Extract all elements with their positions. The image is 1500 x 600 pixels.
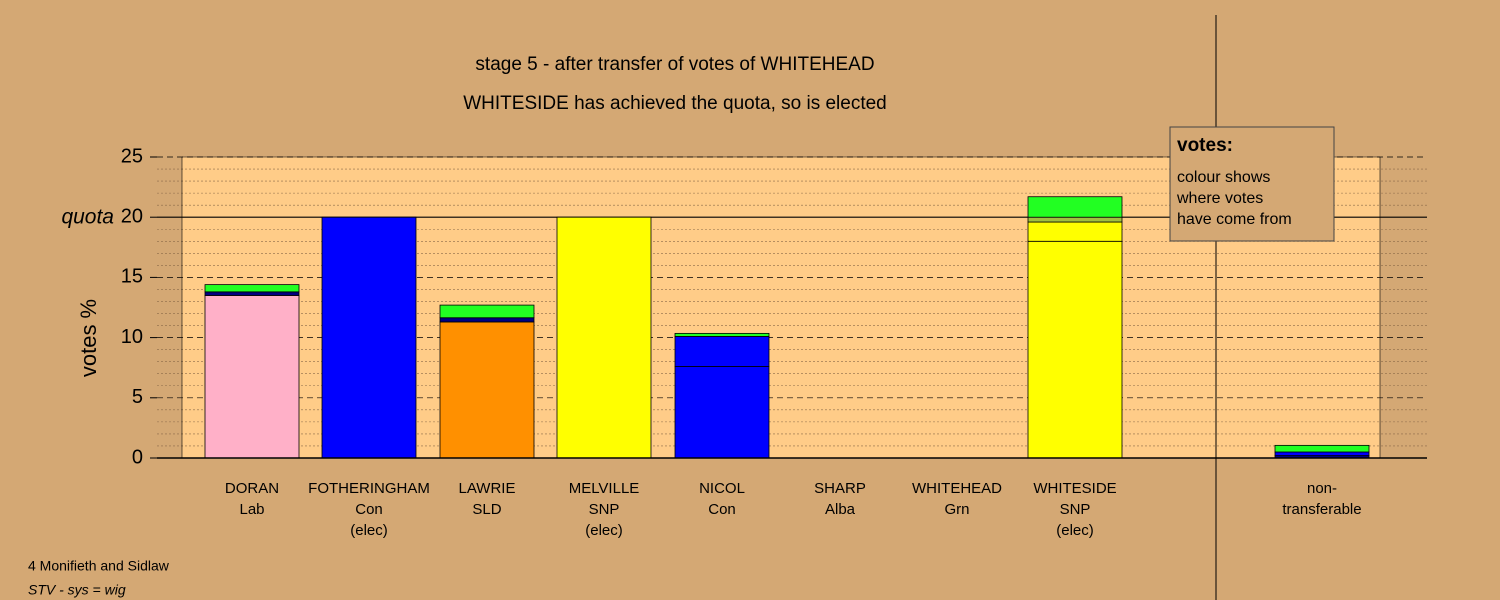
x-tick-label: (elec) [1056, 522, 1094, 539]
bar-segment [556, 216, 652, 459]
x-tick-label: non- [1307, 480, 1337, 497]
bar-segment [439, 304, 535, 319]
bar-segment [204, 291, 300, 296]
bar-segment [321, 216, 417, 459]
x-tick-label: Alba [825, 501, 856, 518]
legend-text: have come from [1177, 211, 1292, 228]
x-tick-label: Lab [239, 501, 264, 518]
x-tick-label: SLD [472, 501, 501, 518]
bar-segment [1027, 221, 1123, 242]
legend-title: votes: [1177, 135, 1233, 156]
x-tick-label: MELVILLE [569, 480, 640, 497]
bar-segment [1274, 451, 1370, 456]
x-tick-label: Con [355, 501, 383, 518]
x-tick-label: NICOL [699, 480, 745, 497]
bar-segment [674, 332, 770, 337]
bar-segment [204, 284, 300, 293]
x-tick-label: SNP [1060, 501, 1091, 518]
bar-segment [1027, 240, 1123, 459]
bar-segment [439, 317, 535, 323]
x-tick-label: WHITESIDE [1033, 480, 1116, 497]
bar-segment [674, 335, 770, 367]
x-tick-label: (elec) [585, 522, 623, 539]
y-tick-label: 5 [132, 386, 143, 408]
x-tick-label: WHITEHEAD [912, 480, 1002, 497]
footer-line: STV - sys = wig [28, 582, 126, 598]
x-tick-label: transferable [1282, 501, 1361, 518]
y-tick-label: 10 [121, 326, 143, 348]
x-tick-label: SHARP [814, 480, 866, 497]
legend-box [1169, 126, 1335, 242]
y-tick-label: 0 [132, 446, 143, 468]
x-tick-label: Con [708, 501, 736, 518]
footer-line: 4 Monifieth and Sidlaw [28, 558, 170, 574]
bar-segment [204, 295, 300, 459]
quota-label: quota [61, 206, 114, 229]
bar-segment [439, 321, 535, 459]
legend-text: colour shows [1177, 169, 1270, 186]
bar-segment [674, 366, 770, 459]
x-tick-label: LAWRIE [459, 480, 516, 497]
x-tick-label: Grn [944, 501, 969, 518]
y-tick-label: 15 [121, 266, 143, 288]
y-axis-label: votes % [76, 299, 101, 377]
x-tick-label: FOTHERINGHAM [308, 480, 430, 497]
legend-text: where votes [1176, 190, 1263, 207]
bar-segment [1027, 196, 1123, 218]
x-tick-label: (elec) [350, 522, 388, 539]
bar-segment [1027, 216, 1123, 223]
chart-subtitle: WHITESIDE has achieved the quota, so is … [463, 93, 887, 114]
chart-title: stage 5 - after transfer of votes of WHI… [475, 54, 874, 75]
bar-segment [1274, 444, 1370, 453]
y-tick-label: 25 [121, 145, 143, 167]
y-tick-label: 20 [121, 205, 143, 227]
x-tick-label: SNP [589, 501, 620, 518]
x-tick-label: DORAN [225, 480, 279, 497]
